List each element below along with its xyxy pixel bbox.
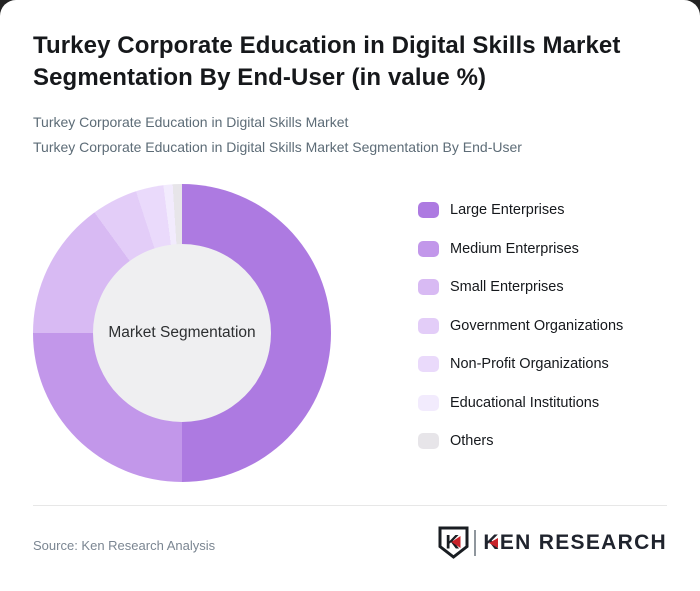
legend-swatch-educational-institutions: [418, 394, 439, 411]
badge-red-triangle-icon: [451, 536, 461, 548]
legend-label-medium-enterprises: Medium Enterprises: [450, 240, 579, 257]
legend-item-small-enterprises: Small Enterprises: [418, 279, 623, 295]
legend-item-large-enterprises: Large Enterprises: [418, 202, 623, 218]
legend-label-large-enterprises: Large Enterprises: [450, 202, 565, 218]
page-title-line1: Turkey Corporate Education in Digital Sk…: [33, 32, 621, 59]
donut-center: Market Segmentation: [93, 244, 271, 422]
legend-label-small-enterprises: Small Enterprises: [450, 279, 564, 295]
legend-swatch-large-enterprises: [418, 202, 439, 218]
chart-subtitle: Turkey Corporate Education in Digital Sk…: [33, 110, 673, 160]
chart-subtitle-line1: Turkey Corporate Education in Digital Sk…: [33, 114, 349, 130]
footer-divider: [33, 505, 667, 506]
donut-center-label: Market Segmentation: [108, 324, 256, 341]
page-title: Turkey Corporate Education in Digital Sk…: [33, 30, 673, 94]
legend-item-others: Others: [418, 433, 623, 449]
badge-letter: K: [446, 533, 460, 554]
legend-swatch-government-organizations: [418, 317, 439, 334]
legend-item-educational-institutions: Educational Institutions: [418, 394, 623, 411]
legend-label-educational-institutions: Educational Institutions: [450, 394, 600, 411]
chart-subtitle-line2: Turkey Corporate Education in Digital Sk…: [33, 139, 522, 155]
wordmark-red-triangle-icon: [489, 537, 499, 548]
legend-label-government-organizations: Government Organizations: [450, 317, 624, 334]
legend-item-government-organizations: Government Organizations: [418, 317, 624, 334]
legend-item-non-profit-organizations: Non-Profit Organizations: [418, 356, 623, 372]
ken-research-badge-icon: K: [438, 526, 469, 559]
legend-swatch-small-enterprises: [418, 279, 439, 295]
logo-wordmark: KEN RESEARCH: [483, 531, 667, 555]
legend-label-others: Others: [450, 433, 494, 449]
ken-research-logo: K KEN RESEARCH: [438, 526, 667, 559]
logo-divider-bar: [474, 529, 477, 556]
legend-label-non-profit-organizations: Non-Profit Organizations: [450, 356, 609, 372]
page-title-line2: Segmentation By End-User (in value %): [33, 64, 487, 91]
legend-swatch-medium-enterprises: [418, 240, 439, 257]
chart-legend: Large Enterprises Medium Enterprises Small…: [418, 202, 623, 472]
logo-wordmark-text: KEN RESEARCH: [483, 530, 667, 554]
legend-swatch-others: [418, 433, 439, 449]
legend-item-medium-enterprises: Medium Enterprises: [418, 240, 623, 257]
legend-swatch-non-profit-organizations: [418, 356, 439, 372]
source-text: Source: Ken Research Analysis: [33, 538, 216, 553]
